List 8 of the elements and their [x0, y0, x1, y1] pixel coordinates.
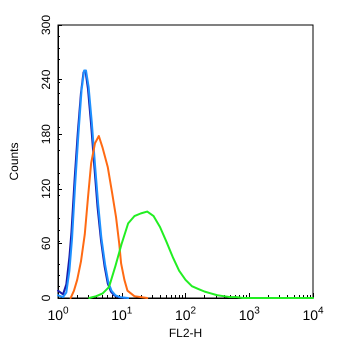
y-tick-label: 60 [39, 236, 53, 250]
y-axis-title: Counts [7, 142, 21, 181]
x-axis-title: FL2-H [168, 326, 202, 340]
y-tick-label: 120 [39, 178, 53, 199]
y-tick-label: 180 [39, 124, 53, 144]
y-tick-label: 300 [39, 14, 53, 36]
y-tick-label: 240 [39, 69, 53, 90]
y-tick-label: 0 [39, 294, 53, 302]
